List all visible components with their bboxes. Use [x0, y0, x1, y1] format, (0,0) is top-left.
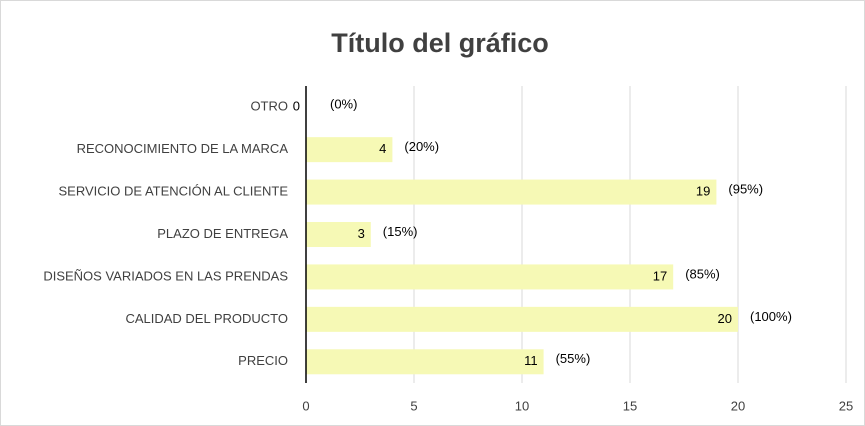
y-tick-label: PRECIO [238, 353, 288, 368]
value-label: 4 [379, 141, 386, 156]
share-label: (0%) [330, 97, 357, 112]
value-label: 20 [718, 311, 732, 326]
chart-title: Título del gráfico [331, 28, 549, 58]
y-tick-label: DISEÑOS VARIADOS EN LAS PRENDAS [43, 268, 288, 283]
value-label: 11 [524, 353, 538, 368]
share-label: (15%) [383, 224, 418, 239]
bar [306, 222, 371, 247]
bar [306, 306, 738, 332]
bar [306, 349, 544, 375]
x-tick-label: 15 [623, 398, 637, 413]
x-tick-label: 5 [410, 398, 417, 413]
bar [306, 264, 674, 290]
x-tick-label: 0 [302, 398, 309, 413]
y-tick-label: OTRO [250, 99, 288, 114]
value-label: 3 [358, 226, 365, 241]
bar [306, 137, 393, 163]
y-tick-label: RECONOCIMIENTO DE LA MARCA [77, 141, 289, 156]
share-label: (95%) [728, 182, 763, 197]
y-tick-label: CALIDAD DEL PRODUCTO [125, 311, 288, 326]
bar [306, 179, 717, 205]
share-label: (55%) [556, 351, 591, 366]
value-label: 0 [293, 99, 300, 114]
share-label: (85%) [685, 266, 720, 281]
y-tick-label: SERVICIO DE ATENCIÓN AL CLIENTE [59, 184, 289, 199]
x-tick-label: 10 [515, 398, 529, 413]
share-label: (20%) [404, 139, 439, 154]
share-label: (100%) [750, 309, 792, 324]
x-tick-label: 25 [839, 398, 853, 413]
value-label: 19 [696, 184, 710, 199]
x-tick-label: 20 [731, 398, 745, 413]
value-label: 17 [653, 268, 667, 283]
y-tick-label: PLAZO DE ENTREGA [157, 226, 288, 241]
